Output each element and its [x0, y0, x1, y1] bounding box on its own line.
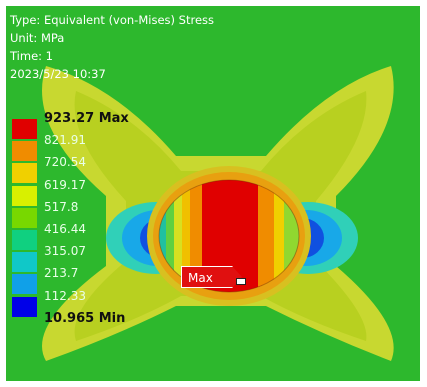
legend-swatch — [12, 207, 37, 228]
legend-swatch — [12, 185, 37, 206]
legend-level-label: 619.17 — [44, 178, 86, 192]
max-probe-label[interactable]: Max — [181, 266, 233, 288]
legend-level-label: 213.7 — [44, 266, 78, 280]
legend-swatch — [12, 252, 37, 273]
legend-min-label: 10.965 Min — [44, 311, 125, 326]
legend-value: 517.8 — [44, 199, 79, 214]
legend-value: 720.54 — [44, 155, 86, 170]
result-time-label: Time: 1 — [10, 49, 53, 63]
legend-swatch — [12, 274, 37, 295]
result-viewport[interactable]: Type: Equivalent (von-Mises) Stress Unit… — [6, 6, 420, 381]
legend-value: 619.17 — [44, 177, 86, 192]
result-info: Type: Equivalent (von-Mises) Stress Unit… — [10, 11, 214, 83]
legend-value: 10.965 — [44, 310, 95, 326]
result-unit-label: Unit: MPa — [10, 31, 65, 45]
result-type-label: Type: Equivalent (von-Mises) Stress — [10, 13, 214, 27]
legend-swatch — [12, 119, 37, 139]
legend-level-label: 720.54 — [44, 155, 86, 169]
max-probe-arrow — [232, 266, 242, 288]
max-probe-marker — [236, 278, 246, 285]
legend-level-label: 315.07 — [44, 244, 86, 258]
legend-swatch — [12, 296, 37, 317]
legend-swatch — [12, 230, 37, 250]
result-date-label: 2023/5/23 10:37 — [10, 67, 106, 81]
legend-value: 821.91 — [44, 133, 86, 148]
legend-suffix: Max — [94, 111, 129, 126]
legend-level-label: 112.33 — [44, 289, 86, 303]
legend-swatch — [12, 163, 37, 184]
legend-value: 416.44 — [44, 222, 86, 236]
legend-level-label: 517.8 — [44, 200, 78, 214]
legend-value: 112.33 — [44, 288, 86, 303]
legend-suffix: Min — [94, 310, 126, 326]
legend-value: 213.7 — [44, 266, 79, 281]
legend-level-label: 416.44 — [44, 222, 86, 236]
legend-value: 315.07 — [44, 244, 86, 259]
legend-swatch — [12, 141, 37, 162]
legend-level-label: 821.91 — [44, 133, 86, 147]
legend-max-label: 923.27 Max — [44, 111, 129, 126]
stress-contour-plot — [42, 66, 394, 361]
legend-value: 923.27 — [44, 111, 95, 126]
